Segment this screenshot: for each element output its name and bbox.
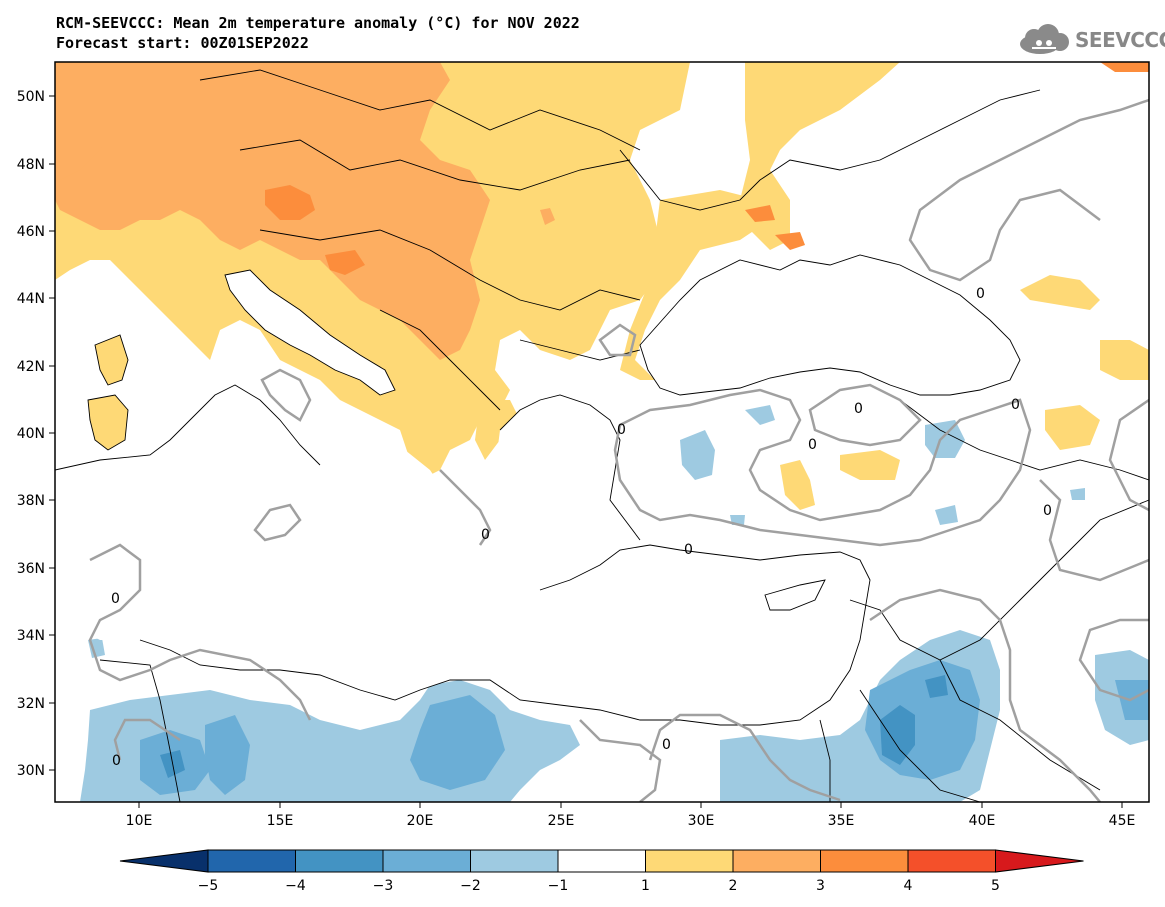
longitude-axis: 10E 15E 20E 25E 30E 35E 40E 45E xyxy=(126,802,1136,829)
map-title: RCM-SEEVCCC: Mean 2m temperature anomaly… xyxy=(56,14,580,32)
colorbar-segment xyxy=(382,849,471,873)
contour-label: 0 xyxy=(1011,397,1020,413)
lon-label: 35E xyxy=(828,813,855,829)
contour-labels: 0 0 0 0 0 0 0 0 0 0 0 xyxy=(111,286,1052,769)
lon-label: 45E xyxy=(1109,813,1136,829)
colorbar: −5 −4 −3 −2 −1 1 2 3 4 5 xyxy=(119,849,1084,894)
lon-label: 30E xyxy=(688,813,715,829)
colorbar-segment xyxy=(557,849,646,873)
contour-label: 0 xyxy=(112,753,121,769)
lat-label: 40N xyxy=(17,426,45,442)
colorbar-tick-label: 4 xyxy=(904,878,913,894)
colorbar-tick-label: −4 xyxy=(285,878,306,894)
lat-label: 34N xyxy=(17,628,45,644)
colorbar-tick-label: −1 xyxy=(548,878,569,894)
contour-label: 0 xyxy=(662,737,671,753)
colorbar-segment xyxy=(820,849,909,873)
zero-contours xyxy=(88,98,1149,802)
lat-label: 30N xyxy=(17,763,45,779)
lon-label: 15E xyxy=(267,813,294,829)
lon-label: 10E xyxy=(126,813,153,829)
contour-label: 0 xyxy=(111,591,120,607)
lat-label: 44N xyxy=(17,291,45,307)
lat-label: 42N xyxy=(17,359,45,375)
colorbar-segment xyxy=(732,849,821,873)
contour-label: 0 xyxy=(684,542,693,558)
colorbar-segment xyxy=(645,849,734,873)
lat-label: 36N xyxy=(17,561,45,577)
lon-label: 25E xyxy=(548,813,575,829)
contour-label: 0 xyxy=(481,527,490,543)
colorbar-tick-label: −5 xyxy=(198,878,219,894)
forecast-start-label: Forecast start: 00Z01SEP2022 xyxy=(56,34,309,52)
cloud-icon xyxy=(1020,24,1069,54)
lat-label: 38N xyxy=(17,493,45,509)
contour-label: 0 xyxy=(976,286,985,302)
colorbar-segment xyxy=(470,849,559,873)
lat-label: 32N xyxy=(17,696,45,712)
colorbar-segment xyxy=(295,849,384,873)
colorbar-segment xyxy=(907,849,996,873)
colorbar-tick-label: 5 xyxy=(991,878,1000,894)
colorbar-extend-high xyxy=(995,849,1084,873)
lon-label: 20E xyxy=(407,813,434,829)
lon-label: 40E xyxy=(969,813,996,829)
latitude-axis: 50N 48N 46N 44N 42N 40N 38N 36N 34N 32N … xyxy=(17,89,55,779)
map-frame xyxy=(54,61,1150,803)
colorbar-tick-label: −2 xyxy=(460,878,481,894)
contour-label: 0 xyxy=(854,401,863,417)
lat-label: 50N xyxy=(17,89,45,105)
sea-areas xyxy=(55,255,1020,725)
colorbar-tick-label: 1 xyxy=(641,878,650,894)
coastlines xyxy=(55,69,1149,802)
logo-text: SEEVCCC xyxy=(1075,28,1165,52)
lat-label: 48N xyxy=(17,157,45,173)
colorbar-tick-label: 2 xyxy=(729,878,738,894)
lat-label: 46N xyxy=(17,224,45,240)
colorbar-tick-label: 3 xyxy=(816,878,825,894)
colorbar-tick-label: −3 xyxy=(373,878,394,894)
colorbar-extend-low xyxy=(119,849,209,873)
colorbar-segment xyxy=(207,849,296,873)
contour-label: 0 xyxy=(808,437,817,453)
contour-label: 0 xyxy=(1043,503,1052,519)
contour-label: 0 xyxy=(617,422,626,438)
